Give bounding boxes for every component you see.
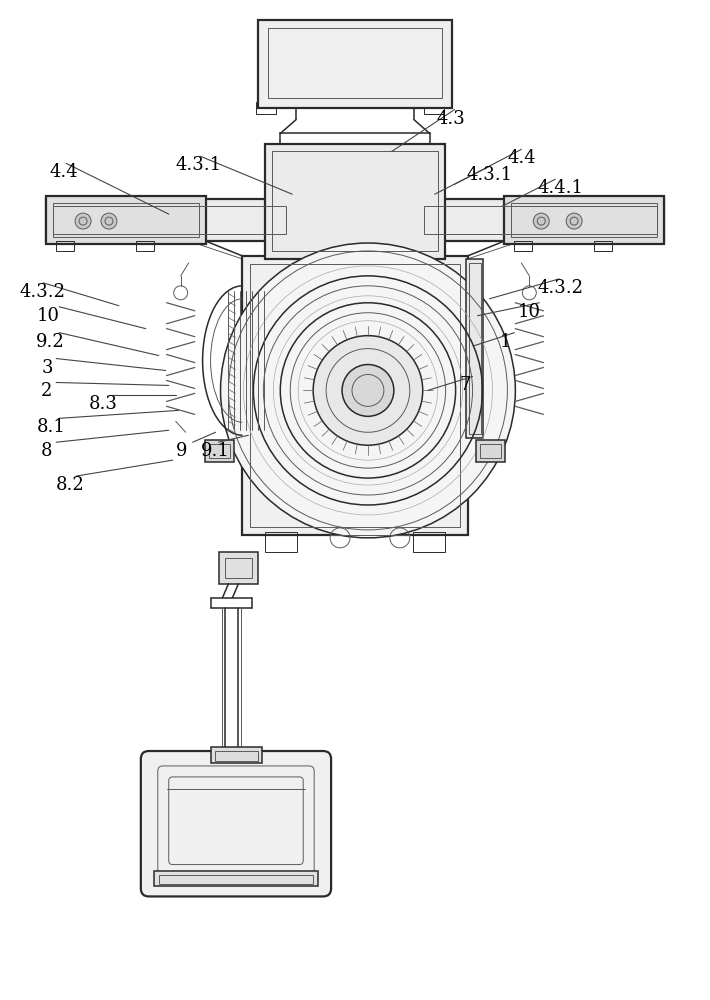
FancyBboxPatch shape (141, 751, 331, 896)
Text: 8.1: 8.1 (36, 418, 65, 436)
Bar (273, 151, 437, 251)
Bar (224, 558, 252, 578)
Circle shape (101, 213, 117, 229)
Bar (476, 440, 506, 462)
Text: 4.3.2: 4.3.2 (537, 279, 584, 297)
Bar (514, 241, 532, 251)
Bar (504, 196, 664, 244)
Text: 1: 1 (499, 333, 511, 351)
Text: 4.4: 4.4 (508, 149, 536, 167)
Text: 9.1: 9.1 (201, 442, 229, 460)
Bar (136, 241, 154, 251)
Bar (154, 871, 318, 886)
Text: 4.3: 4.3 (437, 110, 466, 128)
Bar (413, 532, 444, 552)
Bar (266, 144, 444, 259)
Bar (46, 196, 206, 244)
Bar (469, 263, 481, 434)
Bar (204, 440, 234, 462)
Text: 9: 9 (175, 442, 187, 460)
Bar (159, 875, 313, 884)
Bar (424, 206, 657, 234)
Text: 4.4.1: 4.4.1 (537, 179, 584, 197)
Bar (214, 751, 258, 761)
Text: 4.3.2: 4.3.2 (19, 283, 65, 301)
Text: 10: 10 (518, 303, 540, 321)
Bar (417, 199, 664, 241)
Text: 4.4: 4.4 (49, 163, 78, 181)
Bar (424, 102, 444, 114)
Bar (209, 444, 231, 458)
Text: 4.3.1: 4.3.1 (466, 166, 513, 184)
Circle shape (221, 243, 515, 538)
Bar (256, 102, 276, 114)
Text: 4.3.1: 4.3.1 (175, 156, 222, 174)
Text: 8.3: 8.3 (89, 395, 118, 413)
Bar (511, 203, 657, 237)
Bar (211, 747, 263, 763)
Bar (266, 532, 297, 552)
Bar (219, 552, 258, 584)
Bar (242, 256, 468, 535)
Text: 2: 2 (41, 382, 53, 400)
Bar (53, 206, 286, 234)
Circle shape (566, 213, 582, 229)
Bar (46, 199, 293, 241)
Text: 10: 10 (36, 307, 59, 325)
Bar (268, 28, 442, 98)
Text: 9.2: 9.2 (36, 333, 65, 351)
Bar (53, 203, 199, 237)
Circle shape (342, 365, 394, 416)
Bar (56, 241, 74, 251)
Bar (479, 444, 501, 458)
Bar (466, 259, 484, 438)
Bar (594, 241, 612, 251)
Text: 7: 7 (459, 376, 471, 394)
Bar (251, 264, 459, 527)
Circle shape (75, 213, 91, 229)
Circle shape (313, 336, 422, 445)
Circle shape (533, 213, 550, 229)
Bar (258, 20, 452, 108)
Text: 8.2: 8.2 (56, 476, 85, 494)
Text: 8: 8 (41, 442, 53, 460)
Text: 3: 3 (41, 359, 53, 377)
